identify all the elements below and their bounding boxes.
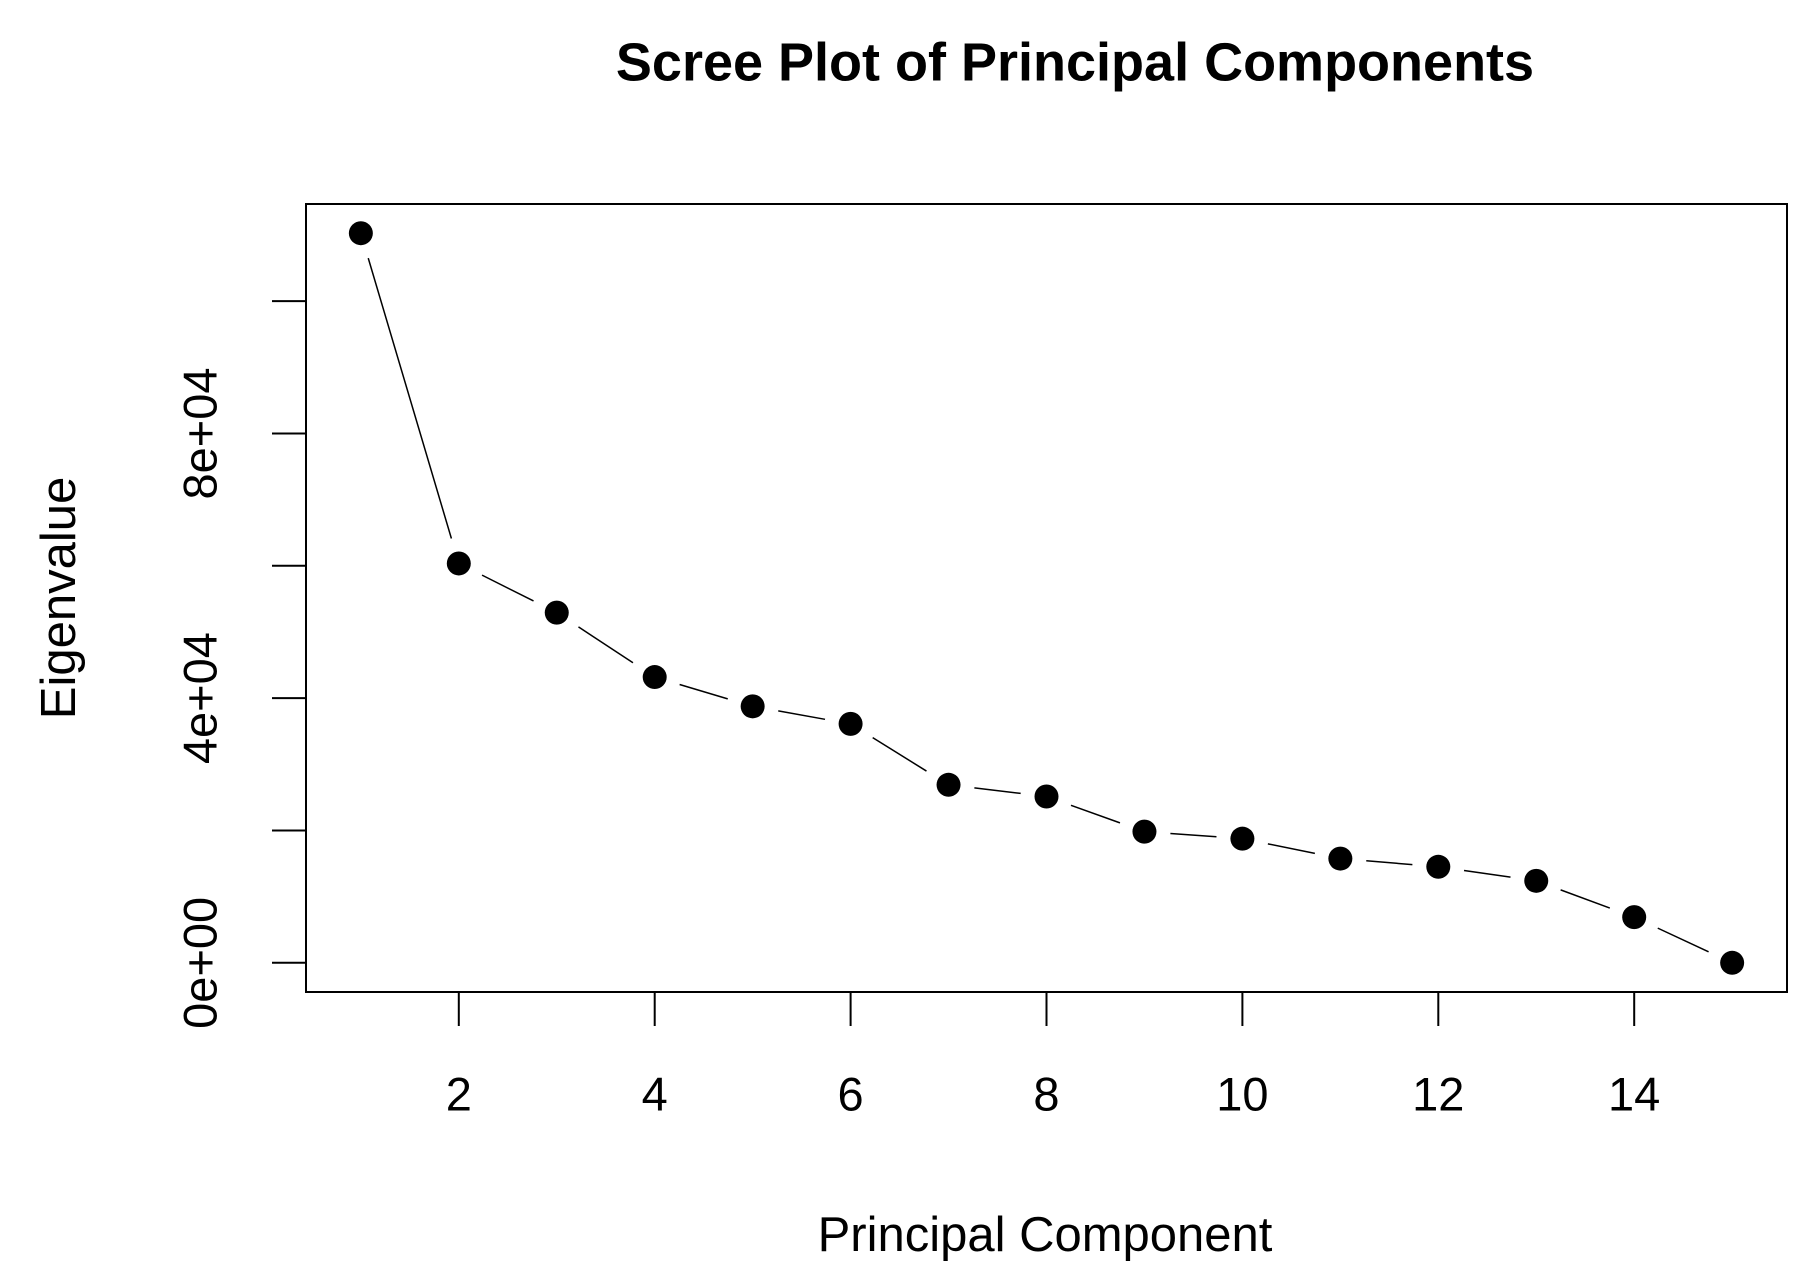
line-segment [481,574,534,602]
x-tick-label: 12 [1412,1067,1464,1120]
data-point [1132,819,1157,844]
line-segment [872,736,927,772]
data-point [1328,846,1353,871]
line-segment [1657,927,1709,953]
line-segment [974,787,1021,795]
line-segment [1170,832,1217,838]
y-tick-label: 4e+04 [173,632,226,764]
data-point [1622,905,1647,930]
data-point [1720,950,1745,975]
y-tick-label: 0e+00 [173,897,226,1029]
line-segment [1366,860,1413,866]
data-point [642,665,667,690]
x-tick-label: 14 [1608,1067,1660,1120]
line-segment [1560,889,1611,909]
y-axis-label: Eigenvalue [32,477,86,719]
data-point [936,772,961,797]
x-tick-label: 8 [1033,1067,1059,1120]
line-segment [578,626,634,664]
data-point [1034,784,1059,809]
x-axis-label: Principal Component [818,1208,1273,1262]
line-segment [778,710,826,721]
data-point [544,600,569,625]
data-point [740,694,765,719]
data-point [1230,826,1255,851]
y-tick-label: 8e+04 [173,367,226,499]
line-segment [1463,869,1511,878]
chart-title: Scree Plot of Principal Components [616,32,1534,92]
x-tick-label: 2 [446,1067,472,1120]
line-segment [1070,804,1121,824]
x-tick-label: 4 [642,1067,668,1120]
data-point [1426,854,1451,879]
line-segment [679,683,728,700]
x-tick-label: 10 [1216,1067,1268,1120]
data-point [838,711,863,736]
data-point [446,551,471,576]
x-tick-label: 6 [838,1067,864,1120]
data-point [1524,868,1549,893]
line-segment [367,257,453,539]
data-point [348,221,373,246]
line-segment [1267,843,1316,855]
